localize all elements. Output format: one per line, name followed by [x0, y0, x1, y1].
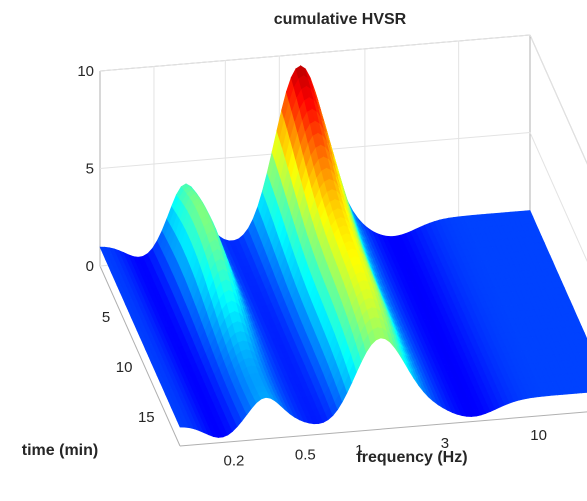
x-axis-label: frequency (Hz): [356, 449, 467, 466]
y-tick-label: 5: [102, 309, 110, 326]
y-axis-label: time (min): [22, 442, 98, 459]
x-tick-label: 1: [355, 442, 363, 459]
y-tick-label: 15: [138, 409, 155, 426]
tick-labels: 0 5 10 5 10 15 0.2 0.5 1 3 10: [77, 63, 547, 469]
surface-facet: [582, 385, 587, 393]
z-tick-label: 10: [77, 63, 94, 80]
surface-facet: [579, 345, 587, 354]
surface-facet: [579, 378, 587, 387]
surface-plot: [99, 65, 587, 438]
z-tick-label: 0: [86, 258, 94, 275]
axes-box-line: [179, 411, 587, 447]
surface-facet: [581, 338, 587, 347]
z-tick-label: 5: [86, 161, 94, 178]
grid-line-hvsr: [99, 34, 531, 72]
x-tick-label: 0.5: [295, 447, 316, 464]
grid-line-hvsr-side: [529, 34, 587, 165]
axes-box-line: [529, 34, 587, 165]
x-tick-label: 3: [441, 435, 449, 452]
y-tick-label: 10: [116, 359, 133, 376]
grid-line-hvsr-side: [529, 132, 587, 262]
axes-box-line: [99, 265, 181, 447]
surface-facet: [580, 358, 587, 367]
x-tick-label: 0.2: [224, 452, 245, 469]
chart-title: cumulative HVSR: [274, 11, 407, 28]
surface-facet: [581, 372, 587, 380]
surface-facet: [579, 332, 587, 340]
surface-facet: [579, 365, 587, 374]
surface-facet: [583, 365, 587, 373]
x-tick-label: 10: [530, 427, 547, 444]
